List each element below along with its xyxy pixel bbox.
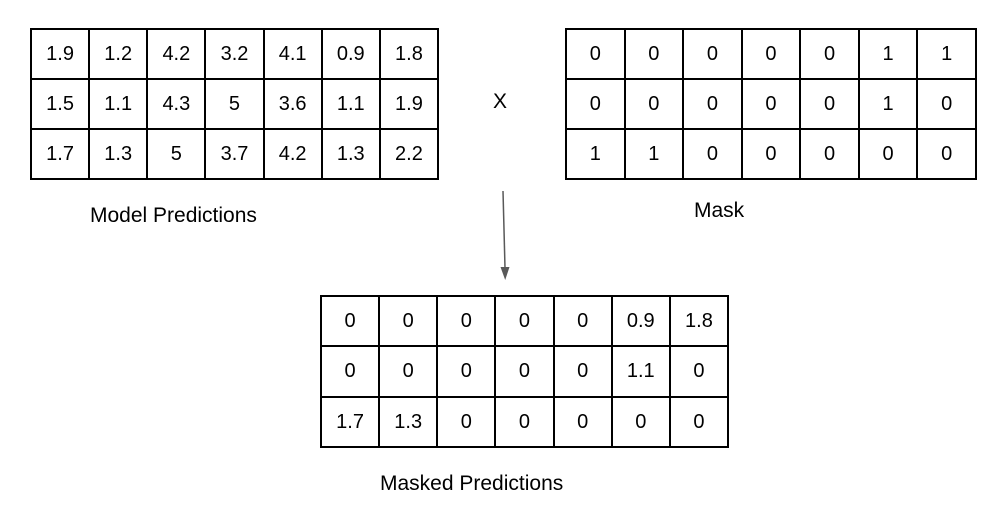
matrix-cell: 0: [552, 345, 613, 398]
matrix-cell: 1.3: [88, 128, 149, 180]
matrix-cell: 0: [682, 78, 743, 130]
matrix-row: 1.5 1.1 4.3 5 3.6 1.1 1.9: [29, 78, 440, 130]
matrix-cell: 1: [916, 28, 977, 80]
matrix-cell: 0: [319, 345, 381, 398]
matrix-cell: 0: [682, 128, 743, 180]
matrix-cell: 1.8: [378, 28, 440, 80]
matrix-cell: 0: [552, 395, 613, 449]
model-predictions-label: Model Predictions: [90, 204, 257, 227]
matrix-cell: 5: [146, 128, 207, 180]
matrix-cell: 1.3: [320, 128, 381, 180]
matrix-cell: 4.3: [146, 78, 207, 130]
matrix-cell: 0: [565, 78, 626, 130]
matrix-cell: 0: [623, 78, 685, 130]
matrix-cell: 0: [623, 28, 685, 80]
matrix-row: 0 0 0 0 0 1.1 0: [319, 345, 730, 398]
matrix-cell: 1.7: [319, 395, 381, 449]
matrix-cell: 3.2: [204, 28, 265, 80]
matrix-cell: 1.9: [378, 78, 440, 130]
matrix-cell: 0: [668, 345, 730, 398]
matrix-cell: 1.1: [610, 345, 671, 398]
matrix-cell: 0: [378, 294, 439, 348]
matrix-cell: 1: [857, 78, 919, 130]
matrix-cell: 0: [494, 395, 555, 449]
matrix-cell: 1.3: [378, 395, 439, 449]
matrix-cell: 0: [565, 28, 626, 80]
matrix-cell: 1.2: [88, 28, 149, 80]
matrix-cell: 1: [565, 128, 626, 180]
matrix-cell: 0: [436, 395, 497, 449]
matrix-row: 1.7 1.3 5 3.7 4.2 1.3 2.2: [29, 128, 440, 180]
matrix-cell: 1.1: [88, 78, 149, 130]
matrix-cell: 4.2: [146, 28, 207, 80]
matrix-cell: 0.9: [320, 28, 381, 80]
matrix-cell: 1.5: [29, 78, 91, 130]
matrix-cell: 0: [436, 345, 497, 398]
mask-label: Mask: [694, 199, 745, 222]
arrow-shaft: [502, 190, 506, 269]
masked-predictions-label: Masked Predictions: [380, 472, 564, 495]
matrix-cell: 1.7: [29, 128, 91, 180]
matrix-cell: 0: [799, 128, 860, 180]
matrix-cell: 0: [799, 28, 860, 80]
matrix-cell: 0.9: [610, 294, 671, 348]
matrix-cell: 0: [857, 128, 919, 180]
arrow-head: [500, 267, 510, 280]
matrix-cell: 0: [740, 128, 802, 180]
matrix-cell: 2.2: [378, 128, 440, 180]
matrix-cell: 0: [436, 294, 497, 348]
masked-predictions-table: 0 0 0 0 0 0.9 1.8 0 0 0 0 0 1.1 0 1.7 1.3 0 0 0 0 0: [319, 294, 730, 449]
matrix-cell: 0: [799, 78, 860, 130]
matrix-cell: 4.2: [262, 128, 323, 180]
matrix-cell: 0: [668, 395, 730, 449]
matrix-cell: 0: [494, 345, 555, 398]
matrix-cell: 1.9: [29, 28, 91, 80]
matrix-cell: 0: [378, 345, 439, 398]
matrix-cell: 4.1: [262, 28, 323, 80]
matrix-cell: 0: [916, 128, 977, 180]
matrix-cell: 0: [319, 294, 381, 348]
multiply-operator: X: [493, 90, 508, 113]
matrix-cell: 0: [740, 78, 802, 130]
matrix-cell: 0: [682, 28, 743, 80]
matrix-row: 1.9 1.2 4.2 3.2 4.1 0.9 1.8: [29, 28, 440, 80]
matrix-cell: 3.6: [262, 78, 323, 130]
matrix-cell: 0: [916, 78, 977, 130]
matrix-cell: 0: [740, 28, 802, 80]
down-arrow-icon: [500, 190, 510, 280]
matrix-cell: 5: [204, 78, 265, 130]
matrix-cell: 0: [552, 294, 613, 348]
matrix-cell: 1: [857, 28, 919, 80]
matrix-cell: 1.1: [320, 78, 381, 130]
matrix-cell: 1: [623, 128, 685, 180]
matrix-row: 1.7 1.3 0 0 0 0 0: [319, 395, 730, 449]
model-predictions-table: 1.9 1.2 4.2 3.2 4.1 0.9 1.8 1.5 1.1 4.3 5 3.6 1.1 1.9…: [29, 28, 440, 180]
matrix-row: 0 0 0 0 0 0.9 1.8: [319, 294, 730, 348]
matrix-cell: 1.8: [668, 294, 730, 348]
matrix-cell: 0: [610, 395, 671, 449]
matrix-cell: 3.7: [204, 128, 265, 180]
matrix-cell: 0: [494, 294, 555, 348]
